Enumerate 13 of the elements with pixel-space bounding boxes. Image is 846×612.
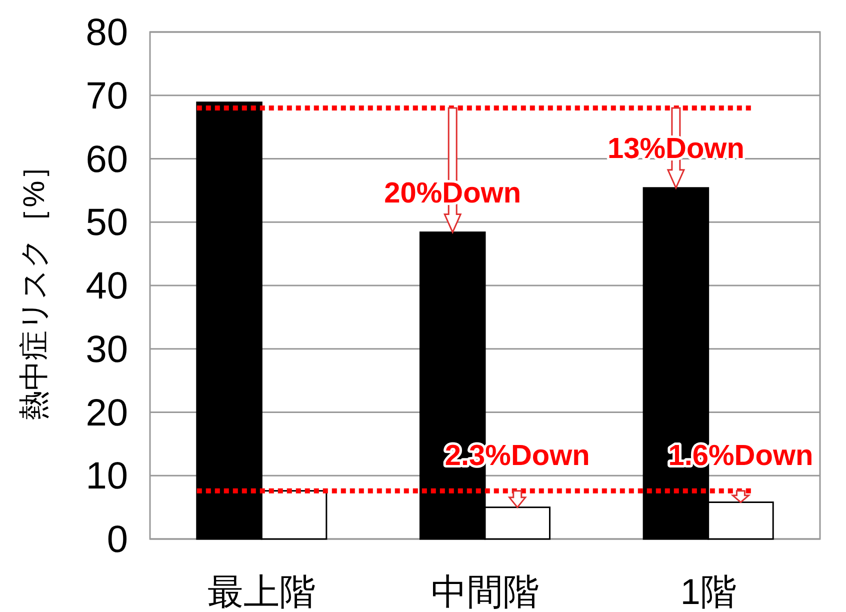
- y-tick-label: 10: [86, 456, 128, 498]
- y-tick-label: 20: [86, 392, 128, 434]
- y-tick-label: 70: [86, 75, 128, 118]
- y-tick-label: 30: [86, 328, 128, 371]
- y-tick-label: 80: [86, 12, 128, 54]
- y-axis-title: 熱中症リスク［%］: [18, 150, 51, 420]
- y-tick-label: 40: [86, 266, 128, 308]
- x-tick-label: 最上階: [208, 571, 316, 612]
- x-tick-label: 1階: [680, 571, 736, 612]
- y-tick-label: 60: [86, 138, 128, 181]
- y-tick-label: 0: [106, 519, 128, 561]
- x-tick-label: 中間階: [431, 571, 539, 612]
- y-tick-label: 50: [86, 202, 128, 244]
